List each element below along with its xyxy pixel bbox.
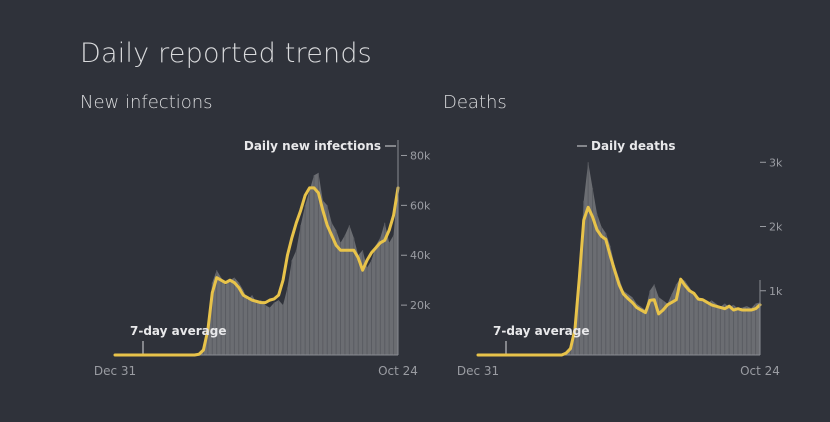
panel-title-infections: New infections: [80, 92, 213, 113]
y-tick-label: 80k: [410, 149, 431, 162]
avg-annotation: 7-day average: [130, 324, 226, 338]
avg-annotation: 7-day average: [493, 324, 589, 338]
avg-line: [113, 186, 400, 357]
x-label-start: Dec 31: [94, 364, 136, 378]
panel-title-deaths: Deaths: [443, 92, 507, 113]
y-tick-label: 40k: [410, 249, 431, 262]
y-tick-label: 60k: [410, 199, 431, 212]
avg-line: [476, 205, 762, 357]
x-label-start: Dec 31: [457, 364, 499, 378]
y-tick-label: 1k: [769, 285, 783, 298]
daily-annotation: Daily new infections: [244, 139, 381, 153]
daily-annotation: Daily deaths: [591, 139, 676, 153]
x-label-end: Oct 24: [740, 364, 780, 378]
page-title: Daily reported trends: [80, 38, 372, 69]
x-label-end: Oct 24: [378, 364, 418, 378]
y-tick-label: 2k: [769, 221, 783, 234]
y-tick-label: 20k: [410, 299, 431, 312]
y-tick-label: 3k: [769, 156, 783, 169]
